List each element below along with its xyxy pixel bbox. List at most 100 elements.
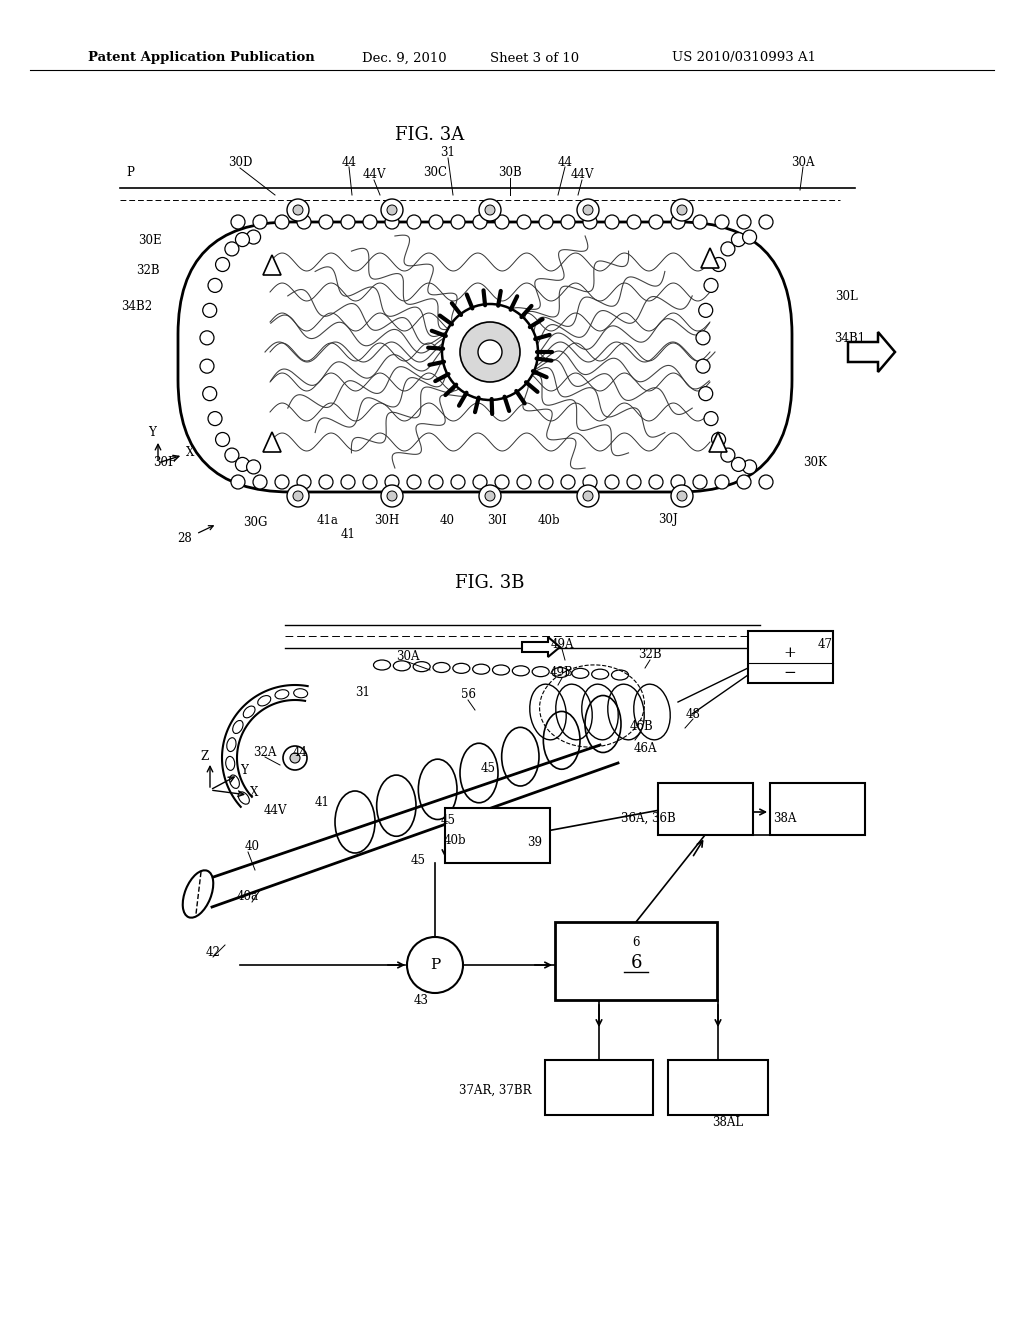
Text: 30A: 30A <box>396 651 420 664</box>
Circle shape <box>712 433 726 446</box>
Circle shape <box>247 459 260 474</box>
Text: 45: 45 <box>440 813 456 826</box>
Circle shape <box>253 475 267 488</box>
Circle shape <box>290 752 300 763</box>
Text: 28: 28 <box>177 532 193 544</box>
Circle shape <box>671 484 693 507</box>
Circle shape <box>478 341 502 364</box>
Circle shape <box>731 232 745 247</box>
Text: 30L: 30L <box>836 289 858 302</box>
Text: 34B2: 34B2 <box>122 301 153 314</box>
Circle shape <box>275 475 289 488</box>
Text: P: P <box>126 165 134 178</box>
Circle shape <box>583 205 593 215</box>
Text: 40: 40 <box>439 513 455 527</box>
Circle shape <box>759 215 773 228</box>
Circle shape <box>231 475 245 488</box>
Text: Sheet 3 of 10: Sheet 3 of 10 <box>490 51 580 65</box>
Circle shape <box>742 459 757 474</box>
Text: 32B: 32B <box>136 264 160 276</box>
Circle shape <box>561 475 575 488</box>
Bar <box>445 808 550 863</box>
Bar <box>770 783 865 836</box>
Text: Z: Z <box>201 750 209 763</box>
Circle shape <box>287 199 309 220</box>
Text: 44V: 44V <box>263 804 287 817</box>
Text: Y: Y <box>148 426 156 440</box>
Circle shape <box>577 199 599 220</box>
Circle shape <box>677 205 687 215</box>
Circle shape <box>283 746 307 770</box>
Circle shape <box>362 215 377 228</box>
Circle shape <box>429 215 443 228</box>
Circle shape <box>381 199 403 220</box>
Ellipse shape <box>182 870 213 917</box>
Text: 30C: 30C <box>423 165 447 178</box>
Text: 56: 56 <box>461 689 475 701</box>
Circle shape <box>696 331 710 345</box>
Circle shape <box>485 205 495 215</box>
Circle shape <box>705 412 718 425</box>
Text: 30B: 30B <box>498 165 522 178</box>
Circle shape <box>381 484 403 507</box>
Text: 36A, 36B: 36A, 36B <box>621 812 676 825</box>
Circle shape <box>341 215 355 228</box>
Circle shape <box>297 475 311 488</box>
Text: 38AL: 38AL <box>713 1115 743 1129</box>
Polygon shape <box>522 638 560 657</box>
Text: 30I: 30I <box>487 513 507 527</box>
Text: US 2010/0310993 A1: US 2010/0310993 A1 <box>672 51 816 65</box>
Circle shape <box>495 475 509 488</box>
Circle shape <box>216 257 229 272</box>
Circle shape <box>362 475 377 488</box>
Circle shape <box>200 331 214 345</box>
Circle shape <box>539 215 553 228</box>
Text: 44V: 44V <box>362 168 386 181</box>
Text: FIG. 3B: FIG. 3B <box>456 574 524 591</box>
Circle shape <box>721 242 735 256</box>
Text: 38A: 38A <box>773 812 797 825</box>
Circle shape <box>712 257 726 272</box>
Text: 45: 45 <box>411 854 426 866</box>
Text: 41: 41 <box>341 528 355 540</box>
Text: 46B: 46B <box>629 721 653 734</box>
Circle shape <box>319 475 333 488</box>
Circle shape <box>442 304 538 400</box>
Circle shape <box>275 215 289 228</box>
Circle shape <box>671 475 685 488</box>
Circle shape <box>253 215 267 228</box>
Circle shape <box>451 475 465 488</box>
Circle shape <box>759 475 773 488</box>
Bar <box>668 1060 768 1115</box>
Circle shape <box>247 230 260 244</box>
Circle shape <box>693 215 707 228</box>
Text: 44: 44 <box>341 156 356 169</box>
Text: +: + <box>783 645 797 660</box>
Circle shape <box>715 215 729 228</box>
Circle shape <box>605 475 618 488</box>
Circle shape <box>407 475 421 488</box>
Text: 46A: 46A <box>633 742 656 755</box>
Circle shape <box>715 475 729 488</box>
Text: 34B1: 34B1 <box>835 331 865 345</box>
Circle shape <box>203 304 217 317</box>
Circle shape <box>577 484 599 507</box>
Circle shape <box>387 491 397 502</box>
Circle shape <box>495 215 509 228</box>
Circle shape <box>231 215 245 228</box>
Circle shape <box>737 475 751 488</box>
Circle shape <box>737 215 751 228</box>
Circle shape <box>485 491 495 502</box>
Circle shape <box>698 304 713 317</box>
Circle shape <box>561 215 575 228</box>
Circle shape <box>236 458 250 471</box>
Circle shape <box>385 475 399 488</box>
Circle shape <box>649 215 663 228</box>
Text: 30K: 30K <box>803 455 827 469</box>
Text: X: X <box>250 787 258 800</box>
Circle shape <box>407 937 463 993</box>
Text: 40b: 40b <box>538 513 560 527</box>
Circle shape <box>208 412 222 425</box>
Circle shape <box>671 199 693 220</box>
Polygon shape <box>263 432 281 451</box>
